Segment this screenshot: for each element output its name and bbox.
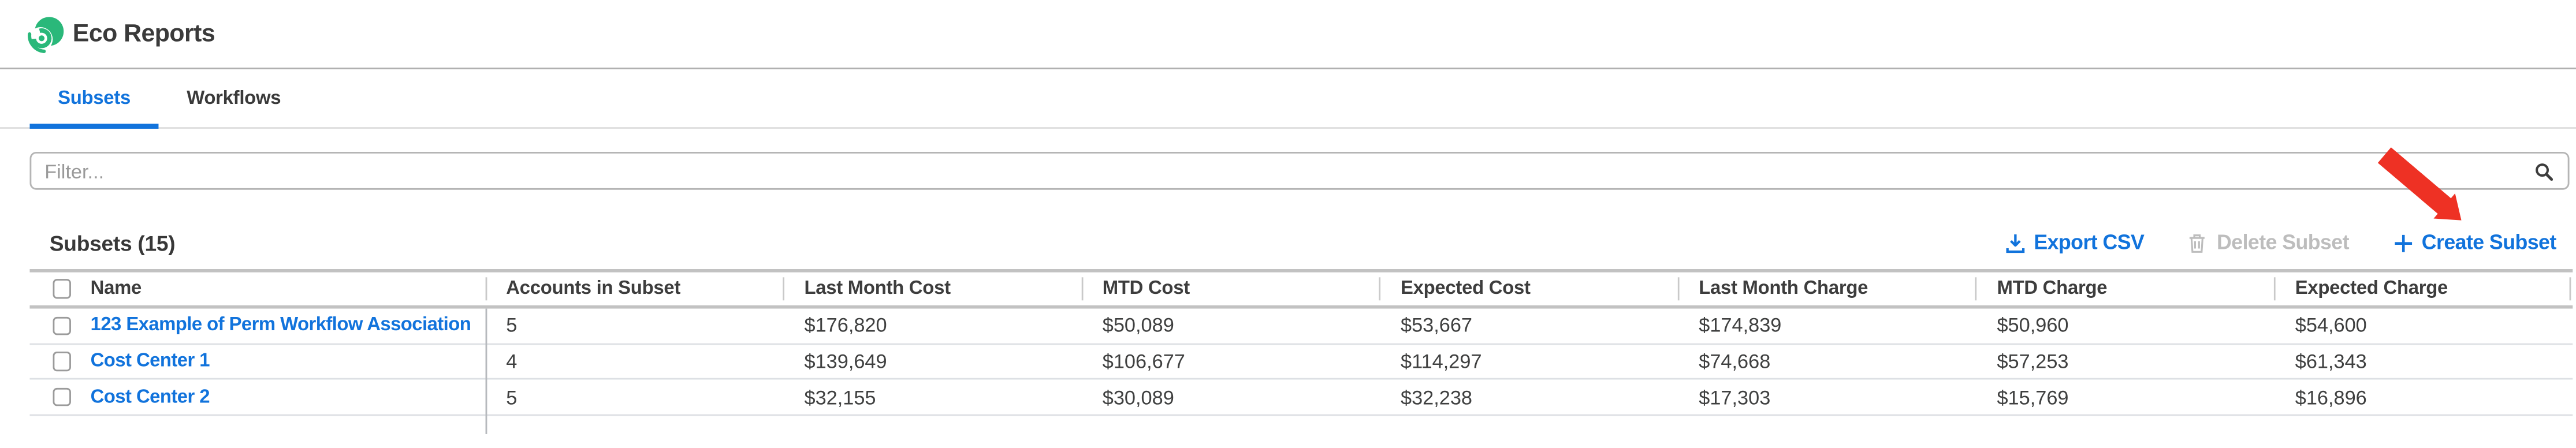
expected-cost-cell: $53,667 [1400,314,1473,338]
filter-input[interactable] [29,152,2570,190]
subset-name-link[interactable]: Cost Center 1 [90,352,210,372]
subsets-count-heading: Subsets (15) [49,230,176,255]
eco-reports-logo-icon [27,17,65,55]
accounts-in-subset-cell: 5 [506,314,518,338]
subsets-table: Name Accounts in Subset Last Month Cost … [29,268,2572,434]
expected-cost-cell: $114,297 [1400,350,1482,374]
row-checkbox[interactable] [52,316,72,335]
last-month-cost-cell: $176,820 [804,314,887,338]
mtd-charge-cell: $50,960 [1997,314,2069,338]
last-month-cost-cell: $32,155 [804,386,876,409]
filter-bar [29,152,2570,190]
tab-workflows[interactable]: Workflows [187,89,281,110]
delete-subset-label: Delete Subset [2217,231,2350,255]
expected-charge-cell: $16,896 [2295,386,2367,409]
mtd-cost-cell: $106,677 [1102,350,1185,374]
row-checkbox[interactable] [52,352,72,371]
mtd-cost-cell: $50,089 [1102,314,1174,338]
tab-bar: Subsets Workflows [0,72,2576,129]
last-month-charge-cell: $17,303 [1699,386,1771,409]
column-header-expected-charge[interactable]: Expected Charge [2273,271,2572,305]
toolbar-actions: Export CSV Delete Subset [2004,231,2556,254]
table-toolbar: Subsets (15) Export CSV [50,228,2556,257]
subset-name-link[interactable]: Cost Center 2 [90,387,210,408]
export-csv-button[interactable]: Export CSV [2004,231,2145,255]
page-title: Eco Reports [72,20,215,48]
subset-row: Cost Center 1 4 $139,649 $106,677 $114,2… [29,344,2572,380]
row-checkbox[interactable] [52,387,72,407]
expected-charge-cell: $61,343 [2295,350,2367,374]
delete-subset-button[interactable]: Delete Subset [2187,231,2350,255]
export-csv-label: Export CSV [2034,231,2145,255]
accounts-in-subset-cell: 4 [506,350,518,374]
column-header-name[interactable]: Name [29,271,485,305]
tab-subsets[interactable]: Subsets [29,72,159,129]
accounts-in-subset-cell: 5 [506,386,518,409]
create-subset-button[interactable]: Create Subset [2392,231,2556,254]
last-month-charge-cell: $174,839 [1699,314,1782,338]
column-header-mtd-cost[interactable]: MTD Cost [1081,271,1379,305]
mtd-cost-cell: $30,089 [1102,386,1174,409]
last-month-cost-cell: $139,649 [804,350,887,374]
name-cell: Cost Center 2 [29,387,485,407]
name-column-divider [485,308,486,434]
plus-icon [2392,232,2413,253]
trash-icon [2187,232,2209,253]
name-cell: 123 Example of Perm Workflow Association [29,316,485,336]
table-body: 123 Example of Perm Workflow Association… [29,308,2572,434]
table-header-row: Name Accounts in Subset Last Month Cost … [29,268,2572,309]
column-header-mtd-charge[interactable]: MTD Charge [1975,271,2273,305]
column-header-expected-cost[interactable]: Expected Cost [1379,271,1677,305]
expected-cost-cell: $32,238 [1400,386,1473,409]
column-header-accounts-in-subset[interactable]: Accounts in Subset [485,271,783,305]
mtd-charge-cell: $57,253 [1997,350,2069,374]
create-subset-label: Create Subset [2421,231,2556,255]
name-cell: Cost Center 1 [29,352,485,371]
subset-row: 123 Example of Perm Workflow Association… [29,308,2572,345]
mtd-charge-cell: $15,769 [1997,386,2069,409]
column-header-last-month-cost[interactable]: Last Month Cost [783,271,1081,305]
search-icon[interactable] [2535,162,2553,180]
app-header: Eco Reports [0,0,2576,70]
last-month-charge-cell: $74,668 [1699,350,1771,374]
select-all-checkbox[interactable] [52,279,72,298]
download-icon [2004,232,2026,253]
subset-name-link[interactable]: 123 Example of Perm Workflow Association [90,316,471,336]
column-header-last-month-charge[interactable]: Last Month Charge [1677,271,1975,305]
subset-row: Cost Center 2 5 $32,155 $30,089 $32,238 … [29,380,2572,416]
expected-charge-cell: $54,600 [2295,314,2367,338]
